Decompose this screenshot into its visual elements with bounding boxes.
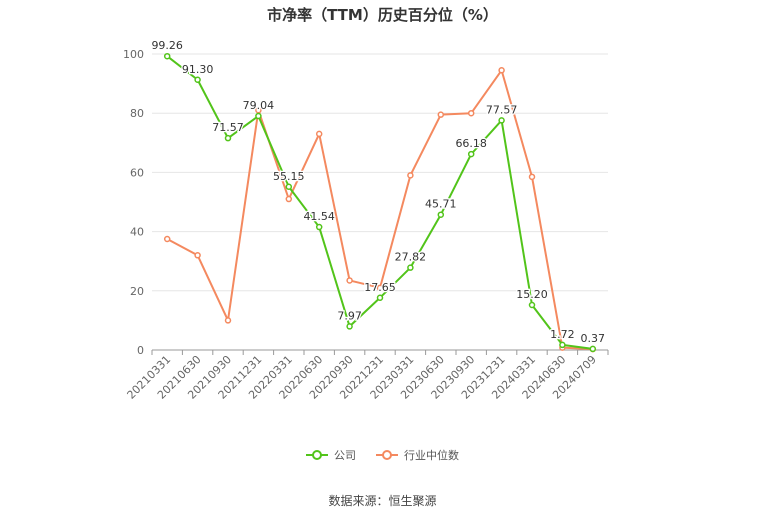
data-point [559,341,566,349]
source-note: 数据来源：恒生聚源 [328,494,437,508]
data-label: 77.57 [486,103,518,116]
legend: 公司 行业中位数 [0,447,765,463]
data-point [163,52,171,60]
axes: 0204060801002021033120210630202109302021… [123,48,609,402]
chart-title: 市净率（TTM）历史百分位（%） [267,6,498,24]
data-label: 0.37 [581,332,606,345]
data-point [194,76,201,84]
data-point [498,117,505,124]
data-point [285,183,293,191]
y-tick-label: 0 [137,344,144,357]
data-point [498,67,505,74]
data-label: 27.82 [395,251,427,264]
data-point [407,172,414,179]
data-point [224,317,232,324]
series-line-1 [166,69,593,351]
data-point [255,112,262,120]
data-labels: 99.26 91.30 71.57 79.04 55.15 41.54 7.97 17.65 2… [150,38,606,346]
data-label: 45.71 [425,198,457,211]
data-label: 17.65 [364,281,396,294]
data-label: 79.04 [243,99,275,112]
data-point [467,150,475,158]
legend-swatch-industry-median [376,450,398,460]
data-label: 1.72 [550,328,575,341]
data-point [285,195,293,203]
data-label: 91.30 [182,63,214,76]
data-label: 15.20 [516,288,548,301]
y-tick-label: 20 [130,285,144,298]
data-point [346,323,353,330]
legend-label-industry-median: 行业中位数 [404,449,459,462]
data-point [376,294,384,302]
series-lines [163,52,597,353]
data-point [255,106,262,114]
data-point [528,173,536,181]
data-label: 55.15 [273,170,305,183]
legend-label-company: 公司 [334,449,356,462]
data-point [589,345,597,353]
legend-item-industry-median[interactable]: 行业中位数 [376,447,459,463]
legend-swatch-company [306,450,328,460]
grid-lines [152,53,608,292]
y-tick-label: 40 [130,226,144,239]
data-point [194,252,201,259]
data-point [528,301,536,309]
y-tick-label: 100 [123,48,144,61]
data-point [467,109,475,117]
data-point [315,223,323,231]
data-point [346,277,353,284]
y-tick-label: 60 [130,166,144,179]
data-point [437,111,445,118]
data-point [315,130,323,138]
data-label: 71.57 [212,121,244,134]
data-label: 99.26 [151,39,183,52]
data-point [437,211,445,218]
data-label: 7.97 [337,309,362,322]
data-point [224,134,232,142]
legend-item-company[interactable]: 公司 [306,447,356,463]
y-tick-label: 80 [130,107,144,120]
data-label: 66.18 [455,137,487,150]
data-label: 41.54 [303,210,335,223]
data-point [407,264,414,271]
data-point [376,284,384,292]
data-point [163,235,171,243]
